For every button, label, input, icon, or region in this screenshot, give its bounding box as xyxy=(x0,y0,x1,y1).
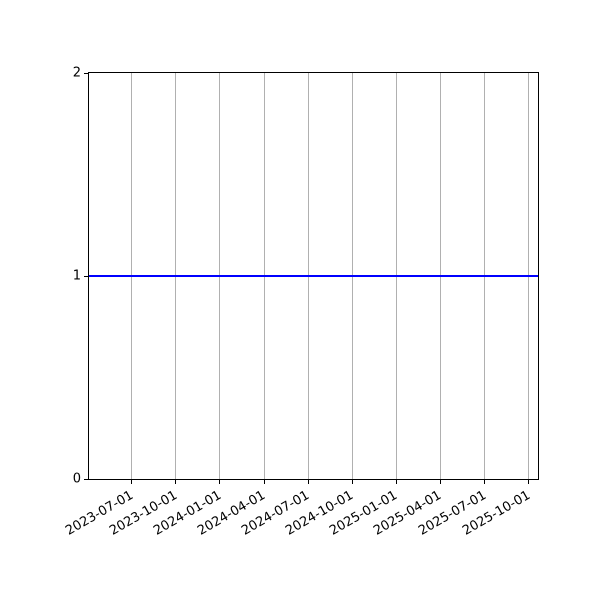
x-axis-tick xyxy=(219,480,221,484)
data-series-line xyxy=(89,275,538,277)
x-axis-tick xyxy=(175,480,177,484)
y-axis-tick xyxy=(84,73,88,74)
y-axis-tick xyxy=(84,276,88,277)
x-axis-tick xyxy=(439,480,441,484)
x-axis-tick xyxy=(307,480,309,484)
plot-area xyxy=(88,72,539,480)
x-axis-tick xyxy=(263,480,265,484)
x-axis-tick xyxy=(351,480,353,484)
x-axis-tick xyxy=(484,480,486,484)
x-axis-tick xyxy=(395,480,397,484)
x-axis-tick xyxy=(131,480,133,484)
y-axis-tick xyxy=(84,479,88,480)
y-tick-label: 1 xyxy=(72,268,81,284)
y-tick-label: 2 xyxy=(72,65,81,81)
y-tick-label: 0 xyxy=(72,471,81,487)
x-axis-tick xyxy=(528,480,530,484)
